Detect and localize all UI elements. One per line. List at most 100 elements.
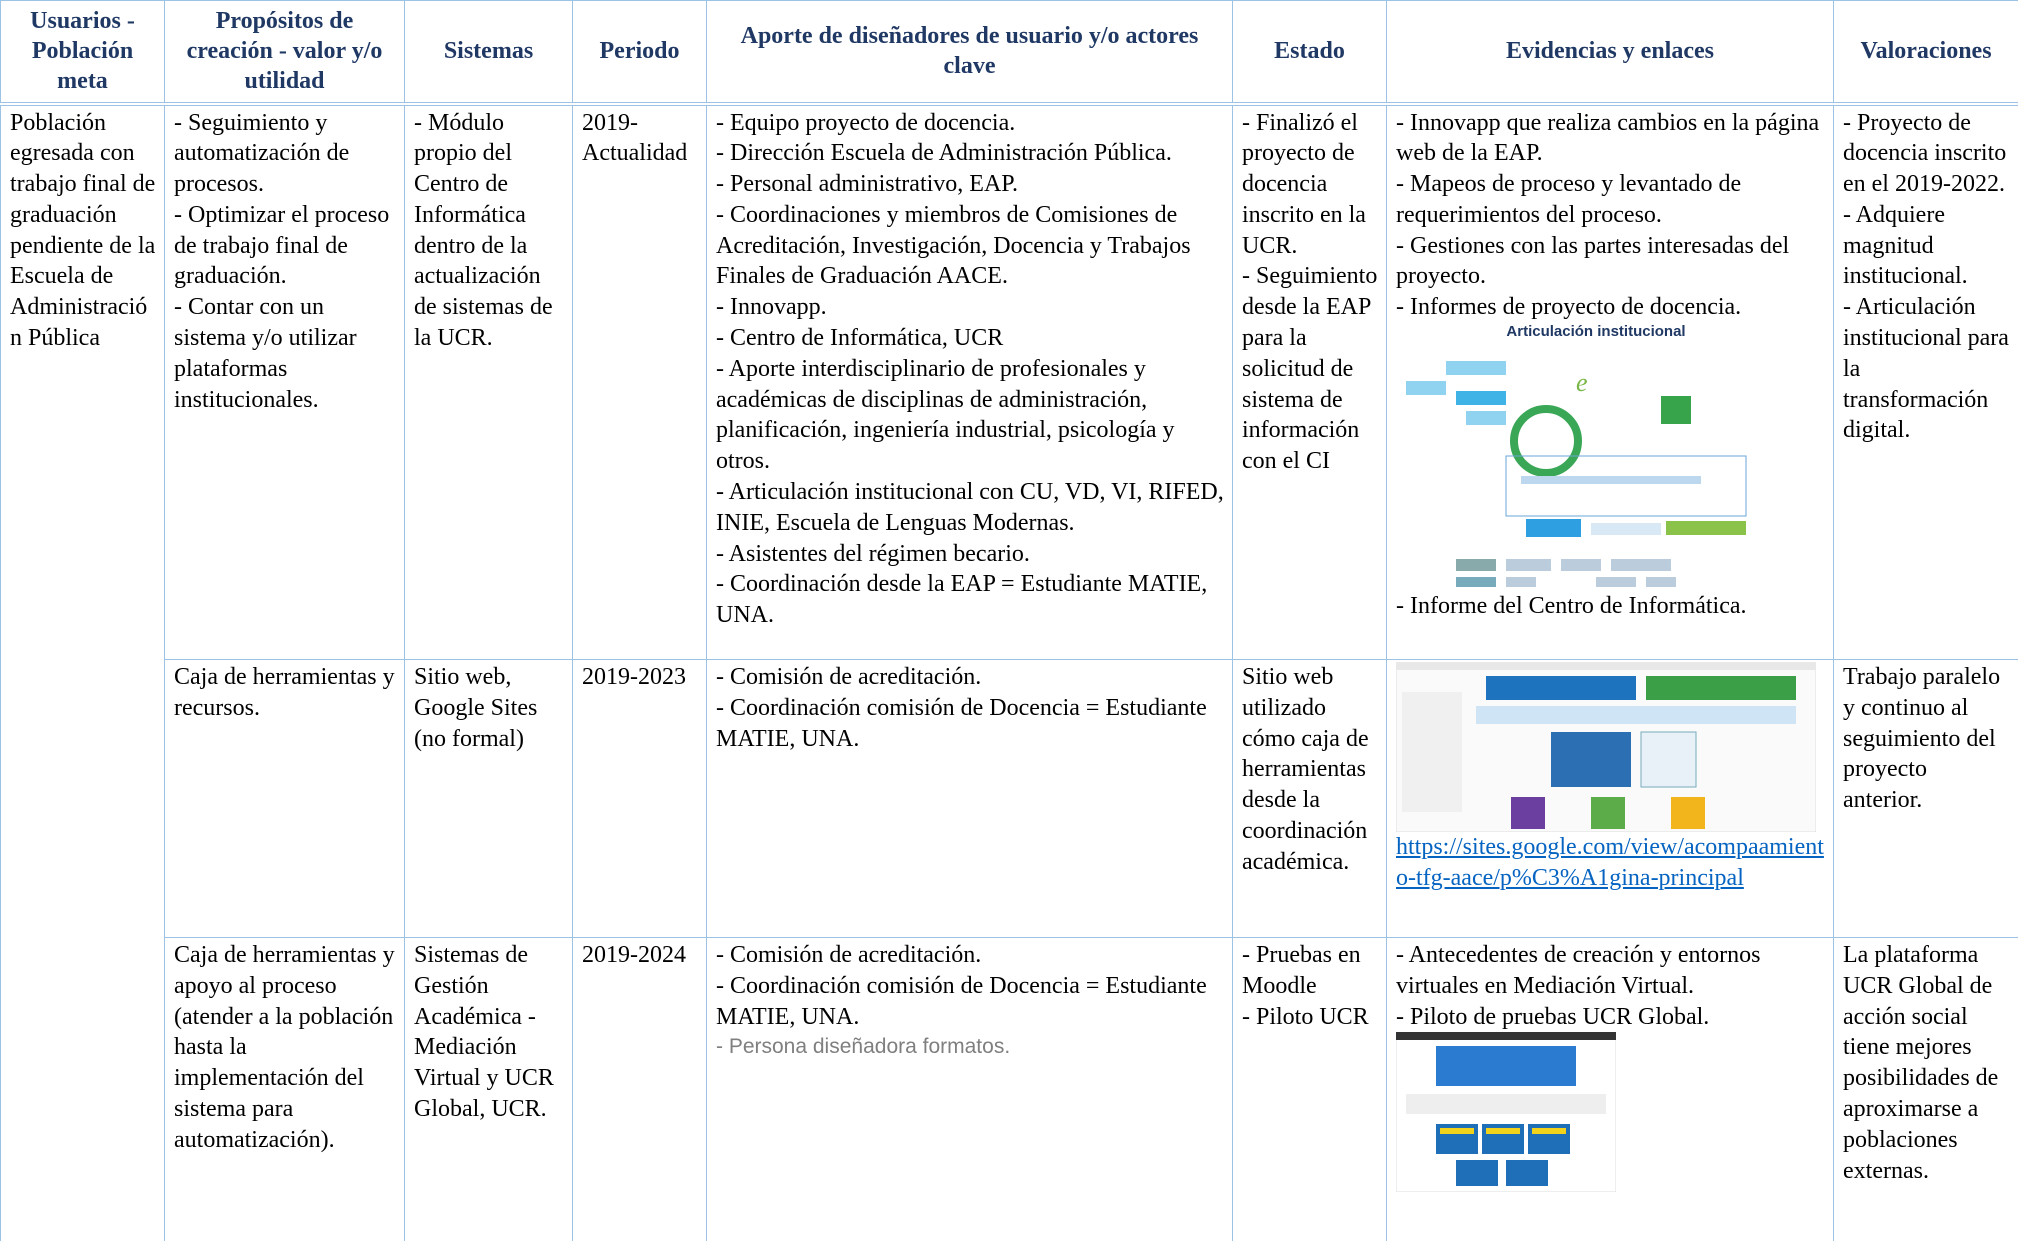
cell-text: - Innovapp que realiza cambios en la pág… [1396, 109, 1820, 167]
table-cell: https://sites.google.com/view/acompaamie… [1386, 659, 1834, 938]
link[interactable]: https://sites.google.com/view/acompaamie… [1396, 834, 1824, 891]
image-shape [1505, 455, 1747, 517]
image-shape [1551, 732, 1631, 787]
image-shape [1402, 692, 1462, 812]
cell-text: La plataforma UCR Global de acción socia… [1843, 942, 1999, 1184]
cell-text: - Coordinación comisión de Docencia = Es… [716, 972, 1207, 1030]
image-shape [1466, 411, 1506, 426]
image-shape [1446, 361, 1506, 376]
cell-text: - Dirección Escuela de Administración Pú… [716, 140, 1172, 167]
image-shape [1506, 577, 1536, 588]
table-cell: Caja de herramientas y apoyo al proceso … [164, 937, 405, 1241]
image-shape [1611, 559, 1671, 572]
image: e [1406, 361, 1747, 588]
cell-text: Población egresada con trabajo final de … [10, 109, 156, 352]
table-cell: La plataforma UCR Global de acción socia… [1833, 937, 2018, 1241]
table-cell: - Proyecto de docencia inscrito en el 20… [1833, 103, 2018, 660]
image-shape [1666, 521, 1746, 536]
figure-title: Articulación institucional [1506, 323, 1686, 341]
table-cell: 2019-2024 [572, 937, 707, 1241]
screenshot-image [1396, 662, 1825, 832]
cell-text: Sitio web utilizado cómo caja de herrami… [1242, 664, 1369, 875]
table-cell: Sistemas de Gestión Académica - Mediació… [404, 937, 573, 1241]
table-cell: Sitio web utilizado cómo caja de herrami… [1232, 659, 1387, 938]
table-cell: - Innovapp que realiza cambios en la pág… [1386, 103, 1834, 660]
cell-text: Trabajo paralelo y continuo al seguimien… [1843, 664, 2001, 814]
table-row: Caja de herramientas y apoyo al proceso … [1, 937, 2018, 1241]
cell-text: - Contar con un sistema y/o utilizar pla… [174, 294, 357, 413]
table-cell: - Pruebas en Moodle - Piloto UCR [1232, 937, 1387, 1241]
image-shape [1596, 577, 1636, 588]
table-cell: - Equipo proyecto de docencia. - Direcció… [706, 103, 1233, 660]
cell-text: Sistemas de Gestión Académica - Mediació… [414, 942, 554, 1122]
image-shape [1591, 523, 1661, 536]
header-cell: Valoraciones [1833, 0, 2018, 106]
image-shape [1646, 577, 1676, 588]
cell-text: - Finalizó el proyecto de docencia inscr… [1242, 109, 1366, 259]
cell-text: - Seguimiento desde la EAP para la solic… [1242, 263, 1378, 475]
image [1396, 1032, 1616, 1193]
cell-text: - Centro de Informática, UCR [716, 325, 1004, 352]
header-cell: Propósitos de creación - valor y/o utili… [164, 0, 405, 106]
image-shape [1506, 559, 1551, 572]
header-cell: Periodo [572, 0, 707, 106]
image-shape [1526, 519, 1581, 538]
image-shape [1661, 396, 1691, 425]
image-shape [1486, 676, 1636, 700]
table-cell: - Comisión de acreditación. - Coordinació… [706, 659, 1233, 938]
image-shape [1406, 381, 1446, 396]
cell-text: 2019-Actualidad [582, 109, 688, 167]
cell-text: - Coordinación comisión de Docencia = Es… [716, 694, 1207, 752]
image-shape [1511, 797, 1545, 829]
image-shape [1476, 706, 1796, 724]
cell-text: - Persona diseñadora formatos. [716, 1035, 1011, 1059]
cell-text: - Pruebas en Moodle [1242, 942, 1361, 999]
screenshot-image [1396, 1032, 1825, 1193]
cell-text: - Piloto de pruebas UCR Global. [1396, 1003, 1710, 1030]
cell-text: - Comisión de acreditación. [716, 664, 982, 690]
cell-text: - Aporte interdisciplinario de profesion… [716, 355, 1175, 475]
cell-text: - Seguimiento y automatización de proces… [174, 109, 350, 198]
cell-text: - Mapeos de proceso y levantado de reque… [1396, 171, 1742, 228]
image-shape [1521, 476, 1701, 485]
cell-text: - Coordinaciones y miembros de Comisione… [716, 201, 1191, 290]
table-row: Población egresada con trabajo final de … [0, 103, 2018, 1241]
image-shape [1506, 1160, 1548, 1187]
image-shape [1646, 676, 1796, 700]
image-shape [1406, 1094, 1606, 1115]
image-shape: e [1576, 368, 1588, 397]
image-shape [1456, 577, 1496, 588]
image-shape [1396, 1032, 1616, 1041]
cell-text: - Módulo propio del Centro de Informátic… [414, 109, 553, 352]
cell-text: - Proyecto de docencia inscrito en el 20… [1843, 109, 2007, 198]
table-cell: 2019-2023 [572, 659, 707, 938]
header-row: Usuarios - Población meta Propósitos de c… [0, 0, 2018, 106]
header-cell: Usuarios - Población meta [0, 0, 165, 106]
cell-text: 2019-2024 [582, 942, 686, 968]
image-shape [1561, 559, 1601, 572]
table-cell: - Antecedentes de creación y entornos vi… [1386, 937, 1834, 1241]
cell-text: - Antecedentes de creación y entornos vi… [1396, 942, 1761, 999]
image-shape [1510, 405, 1582, 478]
table-cell: - Seguimiento y automatización de proces… [164, 103, 405, 660]
table-cell: Caja de herramientas y recursos. [164, 659, 405, 938]
cell-text: - Coordinación desde la EAP = Estudiante… [716, 571, 1208, 629]
cell-text: - Informes de proyecto de docencia. [1396, 294, 1742, 321]
image-shape [1440, 1128, 1474, 1135]
image-shape [1456, 391, 1506, 406]
cell-text: - Innovapp. [716, 294, 827, 321]
cell-text: - Comisión de acreditación. [716, 942, 982, 968]
cell-text: - Equipo proyecto de docencia. [716, 109, 1016, 136]
table-cell: - Módulo propio del Centro de Informátic… [404, 103, 573, 660]
cell-text: - Asistentes del régimen becario. [716, 540, 1030, 567]
header-cell: Aporte de diseñadores de usuario y/o act… [706, 0, 1233, 106]
header-cell: Evidencias y enlaces [1386, 0, 1834, 106]
cell-text: - Optimizar el proceso de trabajo final … [174, 201, 390, 290]
header-cell: Sistemas [404, 0, 573, 106]
screenshot-image: e [1396, 341, 1825, 591]
image-shape [1671, 797, 1705, 829]
